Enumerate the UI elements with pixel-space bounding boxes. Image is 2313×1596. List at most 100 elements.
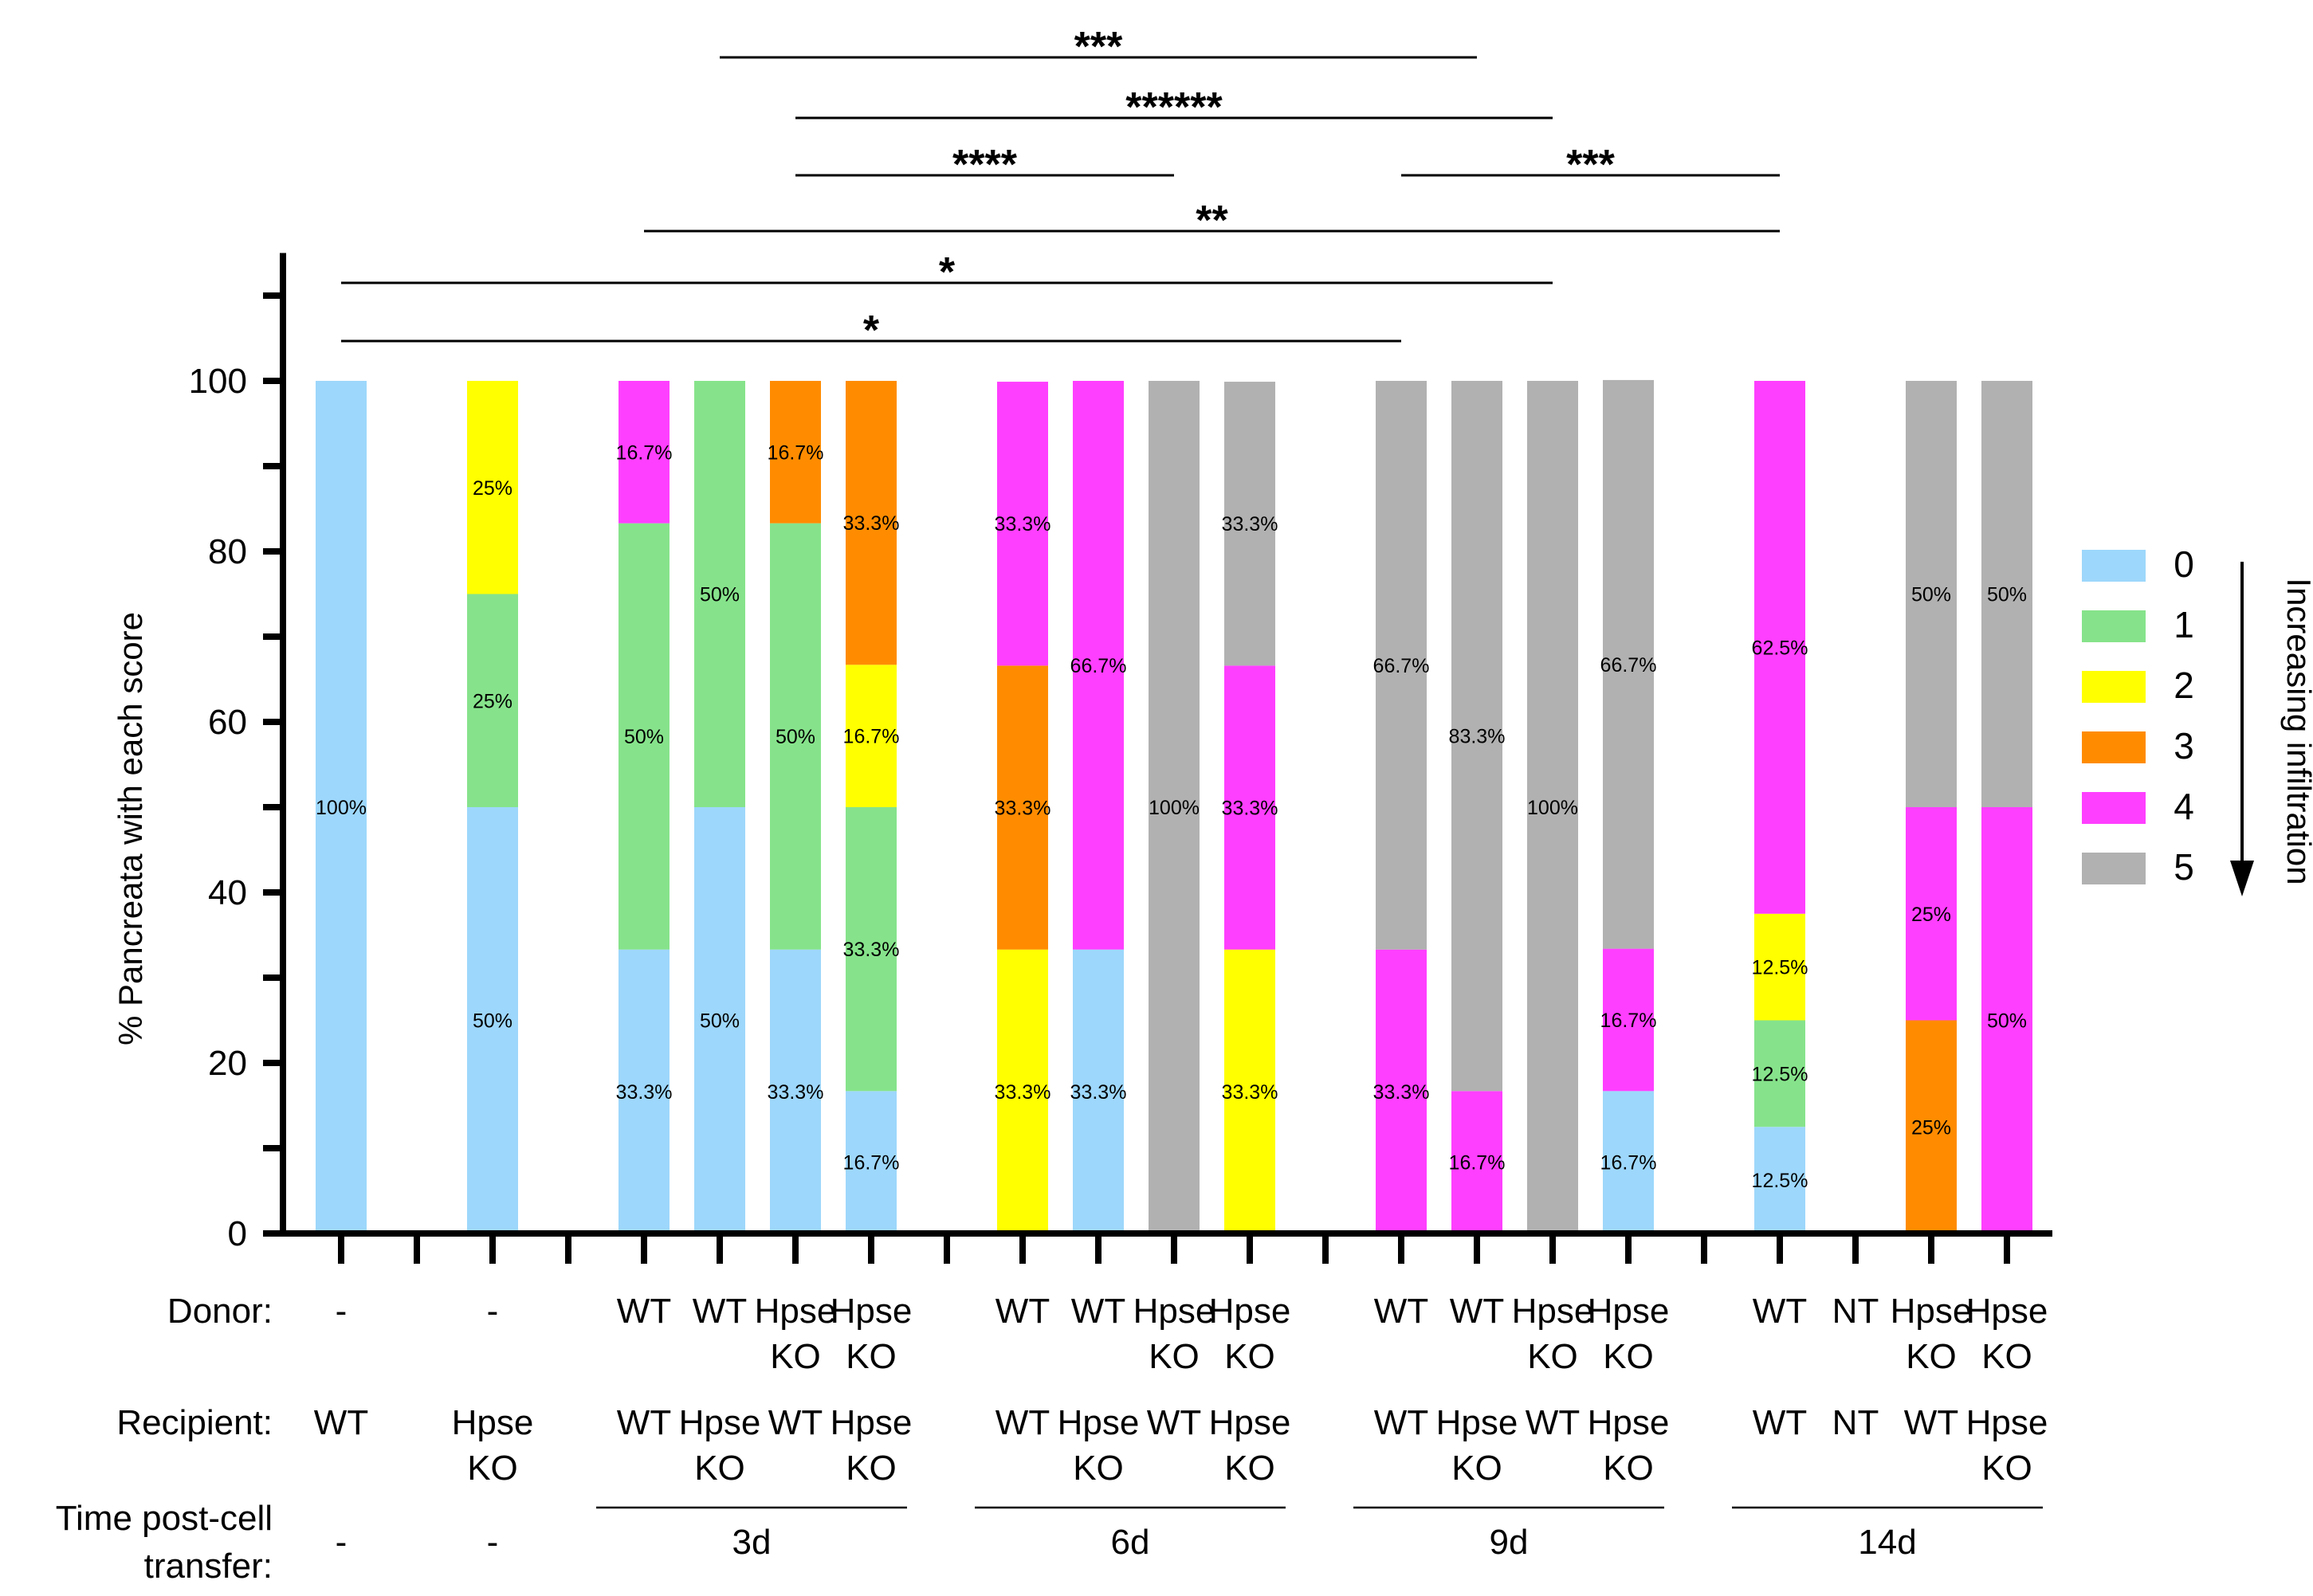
bar-9-segment-2 [1224, 382, 1275, 666]
legend-label-0: 0 [2174, 543, 2194, 585]
bar-17-segment-0-label: 50% [1987, 1010, 2027, 1033]
bar-7-segment-0-label: 33.3% [1070, 1081, 1127, 1104]
bar-3-segment-1 [694, 381, 745, 807]
bar-14-segment-2-label: 12.5% [1752, 957, 1808, 979]
bar-5-donor-line-1: KO [846, 1337, 897, 1376]
bar-16-segment-1-label: 25% [1911, 904, 1951, 926]
legend-swatch-0 [2082, 550, 2146, 582]
bar-3-segment-0-label: 50% [700, 1010, 740, 1033]
bar-13-donor-line-0: Hpse [1588, 1292, 1670, 1331]
bar-15-donor-line-0: NT [1832, 1292, 1879, 1331]
bar-4-segment-0 [770, 949, 821, 1233]
bar-14-segment-1-label: 12.5% [1752, 1063, 1808, 1085]
bar-12-donor-line-1: KO [1527, 1337, 1578, 1376]
row-label-time-line2: transfer: [144, 1547, 273, 1586]
bar-14-segment-0-label: 12.5% [1752, 1170, 1808, 1192]
bar-14-recipient-line-0: WT [1753, 1403, 1807, 1442]
bar-2-segment-2 [619, 381, 670, 524]
bar-4-segment-2-label: 16.7% [768, 441, 824, 464]
bar-9-donor-line-0: Hpse [1209, 1292, 1291, 1331]
bar-11-segment-0-label: 16.7% [1449, 1152, 1506, 1174]
bar-9-recipient-line-0: Hpse [1209, 1403, 1291, 1442]
bar-6-segment-0-label: 33.3% [995, 1081, 1051, 1104]
bar-16-donor-line-1: KO [1906, 1337, 1957, 1376]
bar-14-segment-1 [1754, 1020, 1805, 1127]
legend: 0 1 2 3 4 5 [2082, 543, 2194, 888]
bar-9-donor-line-1: KO [1224, 1337, 1275, 1376]
bar-1-segment-2-label: 25% [473, 477, 512, 500]
bar-17-donor-line-0: Hpse [1966, 1292, 2048, 1331]
time-group-label-1: 6d [1111, 1523, 1150, 1562]
bar-1-segment-1 [467, 594, 518, 807]
bar-1-segment-0 [467, 807, 518, 1233]
y-tick-label-0: 0 [228, 1214, 247, 1253]
bar-9-segment-1 [1224, 665, 1275, 950]
bar-10-segment-1 [1376, 381, 1427, 950]
bar-16-segment-2-label: 50% [1911, 584, 1951, 606]
legend-swatch-1 [2082, 610, 2146, 642]
bar-6-segment-1-label: 33.3% [995, 798, 1051, 820]
bar-8-recipient-line-0: WT [1147, 1403, 1201, 1442]
time-group-label-3: 14d [1858, 1523, 1916, 1562]
row-label-recipient: Recipient: [116, 1403, 273, 1442]
significance-stars-4: ** [1196, 198, 1228, 244]
bar-5-segment-2-label: 16.7% [843, 726, 900, 748]
legend-label-2: 2 [2174, 665, 2194, 706]
bar-7-recipient-line-1: KO [1073, 1449, 1124, 1488]
bar-1-time: - [487, 1523, 499, 1562]
axes: 0 20 40 60 80 100 [189, 253, 2052, 1264]
bar-10-segment-1-label: 66.7% [1373, 655, 1430, 677]
y-tick-label-1: 20 [208, 1044, 247, 1083]
legend-arrow-head [2230, 861, 2254, 896]
bar-11-segment-1-label: 83.3% [1449, 726, 1506, 748]
bar-10-segment-0 [1376, 949, 1427, 1233]
bar-16-segment-2 [1906, 381, 1957, 807]
bar-8-donor-line-0: Hpse [1133, 1292, 1215, 1331]
legend-label-4: 4 [2174, 786, 2194, 827]
bar-1-segment-2 [467, 381, 518, 594]
bar-1-recipient-line-1: KO [467, 1449, 518, 1488]
bar-9-segment-1-label: 33.3% [1222, 798, 1278, 820]
bar-0-segment-0-label: 100% [316, 797, 367, 819]
legend-swatch-4 [2082, 792, 2146, 824]
bar-9-segment-2-label: 33.3% [1222, 513, 1278, 535]
bar-9-recipient-line-1: KO [1224, 1449, 1275, 1488]
bar-3-recipient-line-1: KO [694, 1449, 745, 1488]
bar-10-recipient-line-0: WT [1374, 1403, 1428, 1442]
bar-1-recipient-line-0: Hpse [452, 1403, 534, 1442]
bar-0-segment-0 [316, 381, 367, 1233]
legend-swatch-3 [2082, 731, 2146, 763]
bar-17-donor-line-1: KO [1981, 1337, 2032, 1376]
bar-11-recipient-line-0: Hpse [1436, 1403, 1518, 1442]
bar-6-segment-2-label: 33.3% [995, 513, 1051, 535]
bar-2-segment-1 [619, 523, 670, 950]
legend-swatch-5 [2082, 853, 2146, 884]
bar-8-segment-0 [1149, 381, 1200, 1233]
bar-14-segment-3 [1754, 381, 1805, 914]
bar-7-donor-line-0: WT [1071, 1292, 1125, 1331]
bar-16-segment-1 [1906, 807, 1957, 1021]
bar-17-segment-1-label: 50% [1987, 584, 2027, 606]
bar-13-recipient-line-1: KO [1603, 1449, 1654, 1488]
bar-4-recipient-line-0: WT [768, 1403, 823, 1442]
bar-8-segment-0-label: 100% [1149, 797, 1200, 819]
bar-4-donor-line-0: Hpse [755, 1292, 837, 1331]
y-tick-label-4: 80 [208, 532, 247, 571]
bar-4-donor-line-1: KO [770, 1337, 821, 1376]
legend-label-5: 5 [2174, 846, 2194, 888]
bar-5-segment-2 [846, 665, 897, 807]
bar-11-donor-line-0: WT [1450, 1292, 1504, 1331]
bar-13-recipient-line-0: Hpse [1588, 1403, 1670, 1442]
time-group-label-0: 3d [732, 1523, 772, 1562]
bar-10-segment-0-label: 33.3% [1373, 1081, 1430, 1104]
y-tick-label-3: 60 [208, 703, 247, 742]
bar-5-segment-3 [846, 381, 897, 665]
significance-stars-3: *** [1566, 142, 1615, 188]
significance-stars-2: **** [952, 142, 1018, 188]
significance-stars-6: * [863, 308, 880, 354]
bar-0-donor-line-0: - [336, 1292, 348, 1331]
bar-5-segment-0-label: 16.7% [843, 1152, 900, 1174]
bar-17-recipient-line-0: Hpse [1966, 1403, 2048, 1442]
bar-2-segment-1-label: 50% [624, 726, 664, 748]
